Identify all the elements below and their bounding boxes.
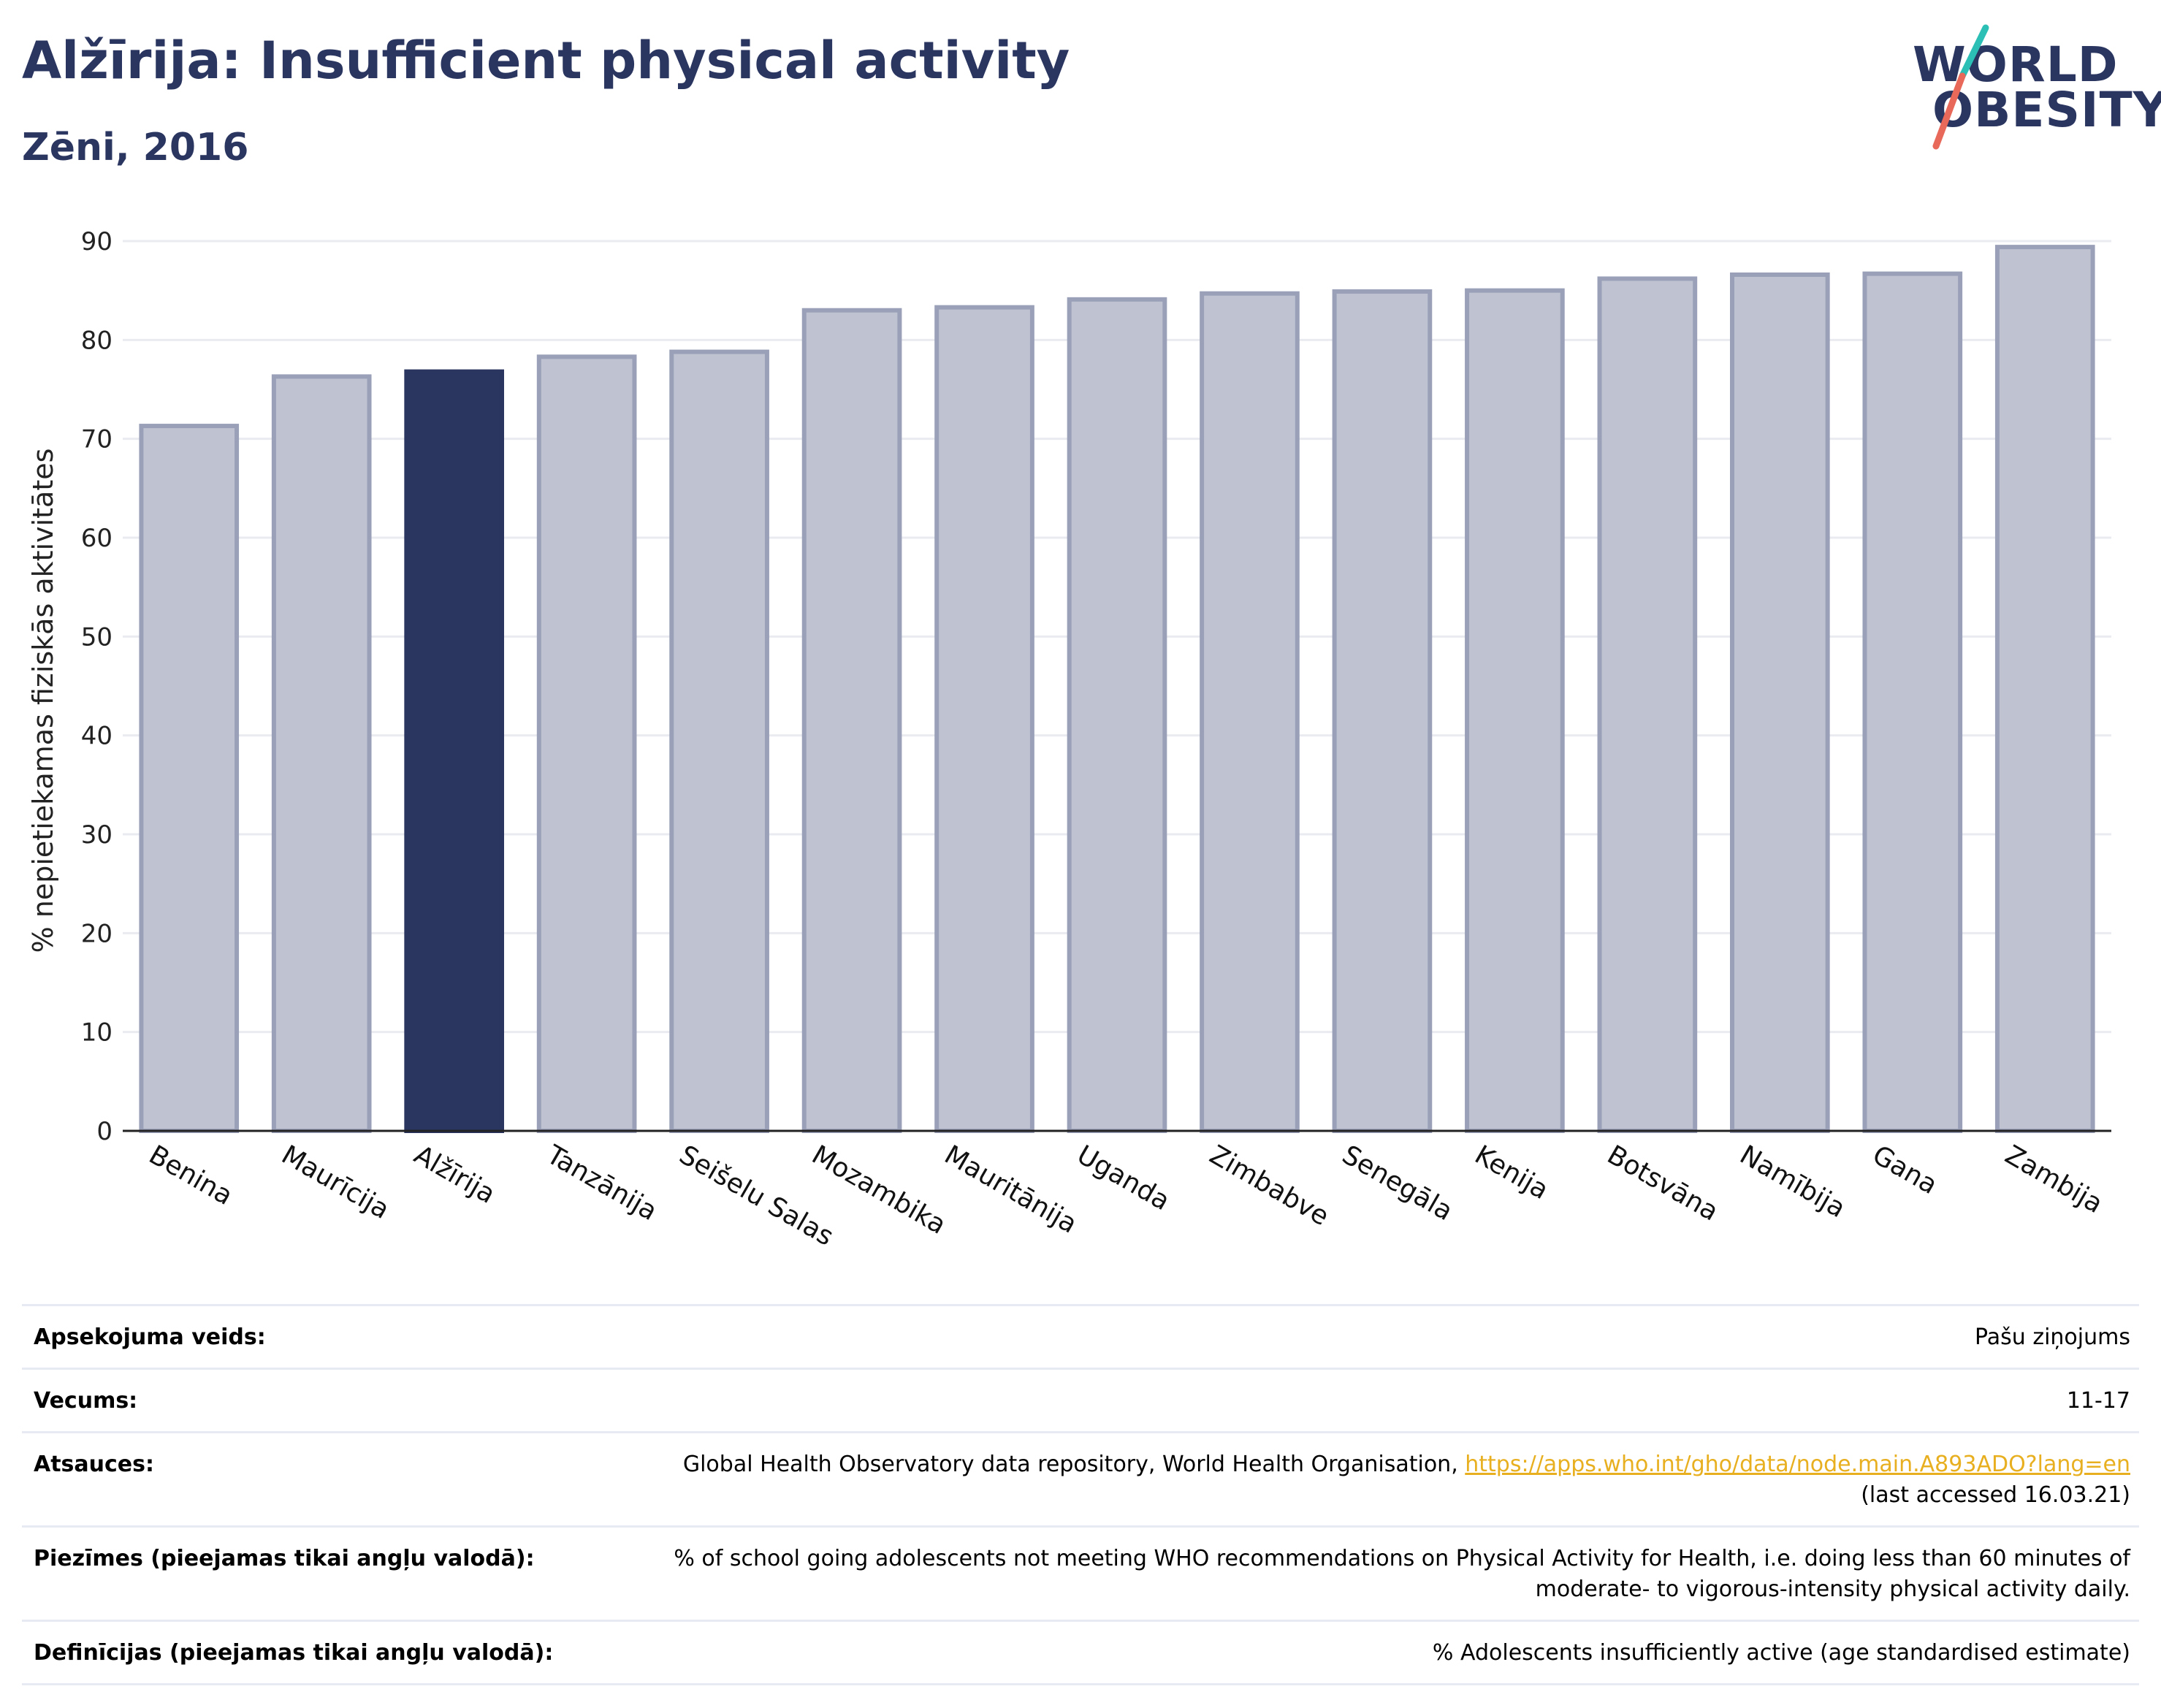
- y-tick-label: 40: [81, 722, 113, 751]
- y-tick-label: 30: [81, 820, 113, 850]
- x-tick-label: Maurīcija: [276, 1140, 394, 1225]
- bar-chart: 0 10 20 30 40 50 60 70 80 90 % nepietiekamas fizis…: [27, 227, 2111, 1252]
- age-value: 11-17: [2066, 1388, 2130, 1414]
- x-tick-label: Alžīrija: [409, 1140, 500, 1210]
- bar-5: [801, 308, 902, 1134]
- logo-line-2: OBESITY: [1932, 82, 2161, 138]
- y-tick-label: 20: [81, 919, 113, 948]
- references-label: Atsauces:: [34, 1452, 154, 1477]
- x-tick-label: Mauritānija: [940, 1140, 1082, 1239]
- notes-label: Piezīmes (pieejamas tikai angļu valodā):: [34, 1546, 535, 1571]
- x-tick-label: Namībija: [1735, 1140, 1851, 1224]
- x-tick-label: Gana: [1867, 1140, 1943, 1200]
- bar-10: [1465, 288, 1565, 1134]
- y-tick-label: 10: [81, 1018, 113, 1048]
- y-tick-label: 50: [81, 622, 113, 652]
- bar-4: [669, 349, 769, 1133]
- info-row-definitions: Definīcijas (pieejamas tikai angļu valod…: [22, 1620, 2139, 1685]
- logo-line-1: WORLD: [1913, 37, 2119, 93]
- references-accessed: (last accessed 16.03.21): [1861, 1482, 2130, 1508]
- bar-12: [1730, 272, 1830, 1134]
- references-value: Global Health Observatory data repositor…: [683, 1449, 2130, 1511]
- x-tick-label: Zimbabve: [1205, 1140, 1334, 1232]
- bar-7: [1067, 297, 1167, 1133]
- survey-value: Pašu ziņojums: [1975, 1324, 2130, 1350]
- bar-11: [1597, 276, 1698, 1134]
- bar-14: [1994, 245, 2095, 1134]
- definitions-label: Definīcijas (pieejamas tikai angļu valod…: [34, 1640, 554, 1666]
- x-tick-label: Uganda: [1072, 1140, 1175, 1216]
- info-table: Apsekojuma veids: Pašu ziņojums Vecums: …: [22, 1304, 2139, 1685]
- bar-13: [1862, 271, 1963, 1133]
- bar-0: [139, 424, 240, 1134]
- bar-8: [1200, 291, 1300, 1133]
- bar-9: [1332, 289, 1433, 1133]
- info-row-references: Atsauces: Global Health Observatory data…: [22, 1431, 2139, 1525]
- references-link[interactable]: https://apps.who.int/gho/data/node.main.…: [1465, 1452, 2130, 1477]
- y-tick-label: 90: [81, 227, 113, 256]
- world-obesity-logo: WORLD OBESITY: [1899, 22, 2161, 153]
- bar-6: [934, 305, 1034, 1133]
- info-row-age: Vecums: 11-17: [22, 1368, 2139, 1431]
- age-label: Vecums:: [34, 1388, 138, 1414]
- y-tick-label: 80: [81, 326, 113, 355]
- y-tick-label: 0: [96, 1117, 113, 1146]
- chart-title: Alžīrija: Insufficient physical activity: [22, 31, 1070, 91]
- x-tick-label: Zambija: [2000, 1140, 2108, 1219]
- x-tick-label: Benina: [144, 1140, 237, 1211]
- x-tick-label: Kenija: [1470, 1140, 1554, 1205]
- bar-1: [271, 374, 372, 1134]
- references-text: Global Health Observatory data repositor…: [682, 1452, 1466, 1477]
- logo-slash-icon: [1932, 24, 1989, 150]
- bar-3: [536, 354, 637, 1134]
- x-tick-label: Tanzānija: [541, 1140, 662, 1227]
- notes-value: % of school going adolescents not meetin…: [674, 1546, 2130, 1602]
- x-tick-label: Botsvāna: [1602, 1140, 1723, 1227]
- info-row-survey: Apsekojuma veids: Pašu ziņojums: [22, 1304, 2139, 1368]
- y-tick-label: 70: [81, 425, 113, 454]
- survey-label: Apsekojuma veids:: [34, 1324, 266, 1350]
- info-row-notes: Piezīmes (pieejamas tikai angļu valodā):…: [22, 1525, 2139, 1620]
- x-tick-label: Senegāla: [1337, 1140, 1457, 1227]
- definitions-value: % Adolescents insufficiently active (age…: [1432, 1640, 2130, 1666]
- chart-subtitle: Zēni, 2016: [22, 126, 249, 169]
- bar-2: [404, 369, 504, 1133]
- y-axis-label: % nepietiekamas fiziskās aktivitātes: [27, 449, 59, 953]
- y-tick-label: 60: [81, 524, 113, 553]
